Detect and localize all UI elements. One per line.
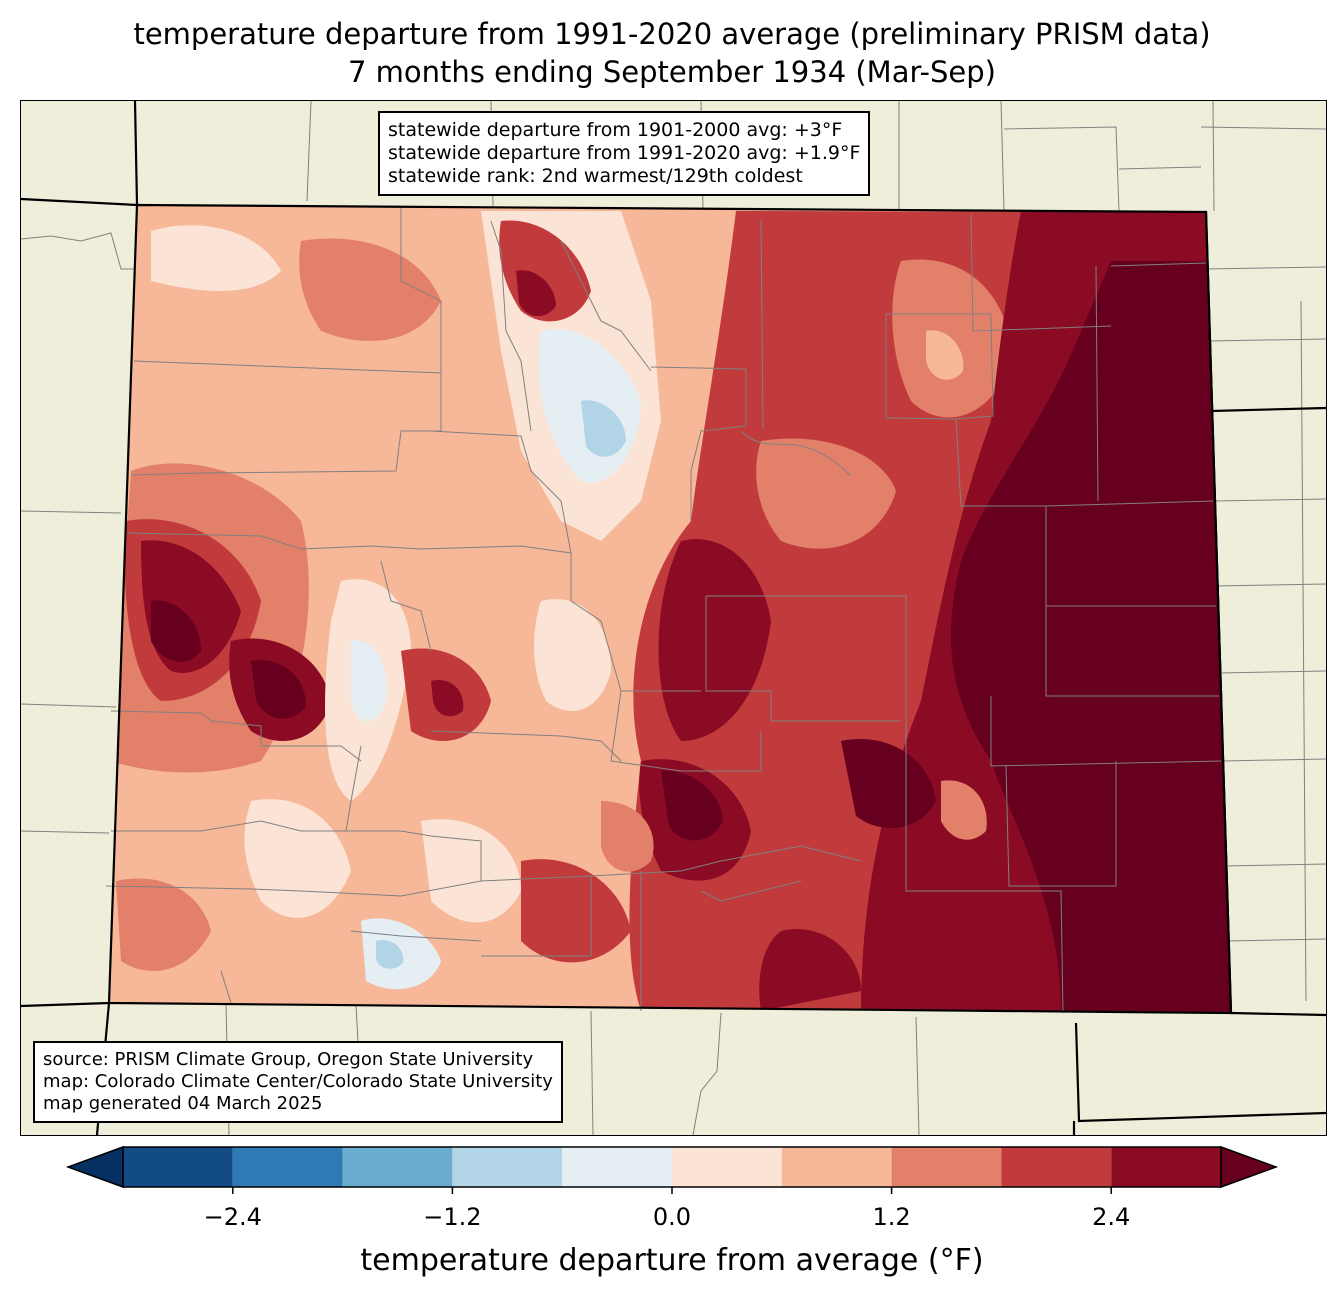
temperature-map — [21, 101, 1326, 1135]
colorbar-cell-1 — [232, 1147, 343, 1187]
colorbar-label: temperature departure from average (°F) — [360, 1243, 984, 1278]
colorbar-tick-label-0: −2.4 — [203, 1203, 262, 1231]
stats-departure-1901-2000: statewide departure from 1901-2000 avg: … — [388, 119, 843, 141]
temperature-field — [109, 205, 1231, 1013]
colorbar-tick-label-3: 1.2 — [872, 1203, 911, 1231]
colorbar-cell-2 — [342, 1147, 453, 1187]
source-box: source: PRISM Climate Group, Oregon Stat… — [33, 1041, 563, 1123]
statewide-stats-box: statewide departure from 1901-2000 avg: … — [378, 111, 871, 196]
colorbar-cell-3 — [452, 1147, 563, 1187]
colorbar-over-extension — [1220, 1145, 1279, 1189]
colorbar-cell-5 — [672, 1147, 782, 1187]
colorbar-under-extension — [65, 1145, 124, 1189]
stats-departure-1991-2020: statewide departure from 1991-2020 avg: … — [388, 142, 861, 164]
colorado-county-lines — [105, 207, 1222, 1014]
colorbar-cell-4 — [562, 1147, 672, 1187]
colorbar-tick-label-1: −1.2 — [423, 1203, 482, 1231]
map-credit-line: map: Colorado Climate Center/Colorado St… — [43, 1071, 553, 1092]
map-title-line-1: temperature departure from 1991-2020 ave… — [133, 17, 1211, 51]
colorbar-cell-6 — [781, 1147, 892, 1187]
colorbar-tick-label-2: 0.0 — [652, 1203, 692, 1231]
state-borders — [21, 101, 1326, 1135]
map-panel: statewide departure from 1901-2000 avg: … — [20, 100, 1327, 1136]
colorbar-cell-0 — [123, 1147, 233, 1187]
stats-rank: statewide rank: 2nd warmest/129th coldes… — [388, 165, 803, 187]
colorbar-cell-9 — [1111, 1147, 1221, 1187]
map-generated-line: map generated 04 March 2025 — [43, 1093, 323, 1114]
colorbar-cell-7 — [891, 1147, 1002, 1187]
colorbar-cell-8 — [1001, 1147, 1112, 1187]
map-title-line-2: 7 months ending September 1934 (Mar-Sep) — [348, 55, 996, 89]
source-line: source: PRISM Climate Group, Oregon Stat… — [43, 1049, 534, 1070]
colorbar — [65, 1145, 1279, 1194]
colorbar-tick-label-4: 2.4 — [1092, 1203, 1131, 1231]
